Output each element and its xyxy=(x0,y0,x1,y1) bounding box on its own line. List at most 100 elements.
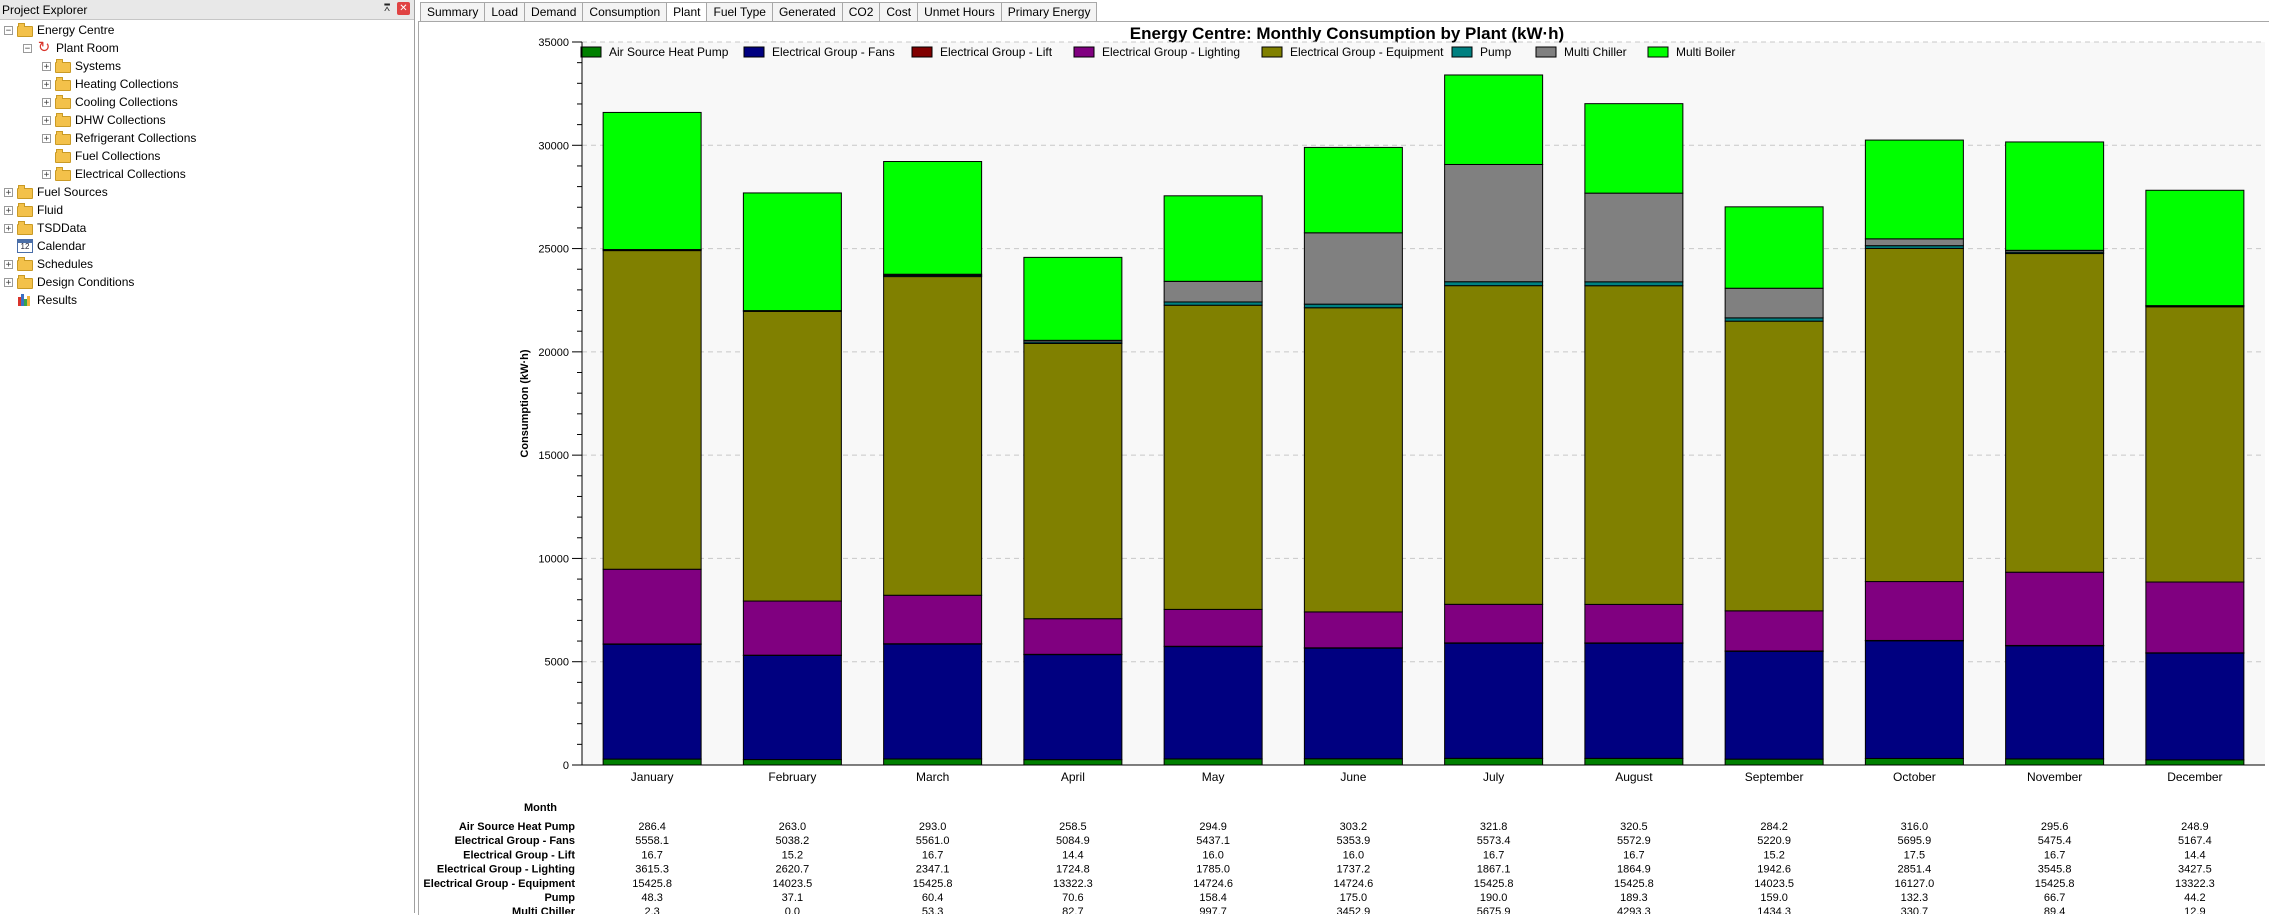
expand-icon[interactable]: + xyxy=(42,61,51,72)
tab-cost[interactable]: Cost xyxy=(879,2,919,21)
expand-icon[interactable]: + xyxy=(42,115,51,126)
table-cell: 37.1 xyxy=(782,892,803,904)
table-row-label-pump: Pump xyxy=(544,892,575,904)
table-row-label-electrical-group-lift: Electrical Group - Lift xyxy=(463,849,575,861)
tree-item-dhw-collections[interactable]: + DHW Collections xyxy=(42,111,166,129)
bar-pump-august xyxy=(1584,281,1684,287)
bar-electrical-group-fans-june xyxy=(1303,647,1403,760)
bar-multi-chiller-august xyxy=(1584,192,1684,283)
tab-co2[interactable]: CO2 xyxy=(841,2,881,21)
tree-item-cooling-collections[interactable]: + Cooling Collections xyxy=(42,93,178,111)
table-row-label-multi-chiller: Multi Chiller xyxy=(512,906,576,914)
table-cell: 15425.8 xyxy=(1474,878,1514,890)
tree-item-fuel-sources[interactable]: + Fuel Sources xyxy=(4,183,108,201)
expand-icon[interactable]: + xyxy=(4,205,13,216)
close-icon[interactable]: ✕ xyxy=(397,2,410,15)
tree-item-heating-collections[interactable]: + Heating Collections xyxy=(42,75,178,93)
folder-icon xyxy=(17,221,33,235)
bar-multi-boiler-august xyxy=(1584,103,1684,194)
table-cell: 295.6 xyxy=(2041,821,2069,833)
tab-load[interactable]: Load xyxy=(484,2,526,21)
tree-item-design-conditions[interactable]: + Design Conditions xyxy=(4,273,134,291)
chart: Energy Centre: Monthly Consumption by Pl… xyxy=(423,24,2265,914)
folder-icon xyxy=(55,59,71,73)
tab-summary[interactable]: Summary xyxy=(420,2,486,21)
tree-item-label: Cooling Collections xyxy=(75,95,178,109)
bar-air-source-heat-pump-september xyxy=(1724,758,1824,766)
legend-swatch-multi-boiler xyxy=(1647,46,1669,58)
tree-item-refrigerant-collections[interactable]: + Refrigerant Collections xyxy=(42,129,196,147)
bar-pump-june xyxy=(1303,303,1403,309)
table-cell: 158.4 xyxy=(1199,892,1227,904)
bar-air-source-heat-pump-june xyxy=(1303,758,1403,766)
tree-item-electrical-collections[interactable]: + Electrical Collections xyxy=(42,165,186,183)
expand-icon[interactable]: + xyxy=(4,277,13,288)
bar-multi-chiller-july xyxy=(1444,163,1544,283)
table-cell: 5038.2 xyxy=(776,835,810,847)
tree-item-label: Design Conditions xyxy=(37,275,135,289)
bar-electrical-group-fans-january xyxy=(602,643,702,760)
tree-item-systems[interactable]: + Systems xyxy=(42,57,121,75)
table-cell: 17.5 xyxy=(1904,849,1925,861)
expand-icon[interactable]: + xyxy=(42,169,51,180)
expand-icon[interactable]: + xyxy=(42,79,51,90)
bar-air-source-heat-pump-may xyxy=(1163,758,1263,766)
bar-air-source-heat-pump-february xyxy=(742,759,842,766)
expand-icon[interactable]: + xyxy=(42,97,51,108)
bar-electrical-group-equipment-december xyxy=(2145,306,2245,583)
folder-icon xyxy=(55,95,71,109)
tab-generated[interactable]: Generated xyxy=(771,2,843,21)
tab-consumption[interactable]: Consumption xyxy=(582,2,668,21)
tree-item-schedules[interactable]: + Schedules xyxy=(4,255,93,273)
expand-icon[interactable]: + xyxy=(4,223,13,234)
tree-item-fluid[interactable]: + Fluid xyxy=(4,201,63,219)
legend-label-air-source-heat-pump: Air Source Heat Pump xyxy=(609,45,729,59)
legend-label-electrical-group-fans: Electrical Group - Fans xyxy=(772,45,895,59)
pin-icon[interactable]: ⩞ xyxy=(383,3,391,14)
folder-icon xyxy=(17,185,33,199)
expand-icon[interactable]: + xyxy=(42,133,51,144)
table-cell: 294.9 xyxy=(1199,821,1227,833)
tab-plant[interactable]: Plant xyxy=(666,2,708,22)
tab-fuel-type[interactable]: Fuel Type xyxy=(706,2,773,21)
table-cell: 15425.8 xyxy=(2035,878,2075,890)
tab-unmet-hours[interactable]: Unmet Hours xyxy=(917,2,1002,21)
x-tick-label: June xyxy=(1340,770,1366,784)
bar-air-source-heat-pump-january xyxy=(602,758,702,766)
bar-electrical-group-lighting-august xyxy=(1584,603,1684,644)
table-cell: 14023.5 xyxy=(772,878,812,890)
table-cell: 159.0 xyxy=(1760,892,1788,904)
bar-air-source-heat-pump-march xyxy=(883,758,983,766)
bar-electrical-group-equipment-october xyxy=(1864,247,1964,583)
bar-electrical-group-lighting-february xyxy=(742,600,842,656)
bar-multi-boiler-january xyxy=(602,111,702,251)
bar-multi-boiler-july xyxy=(1444,74,1544,165)
tree-item-plant-room[interactable]: − ↻ Plant Room xyxy=(23,39,119,57)
folder-icon xyxy=(17,23,33,37)
bar-electrical-group-lighting-april xyxy=(1023,618,1123,655)
bar-electrical-group-lighting-october xyxy=(1864,581,1964,641)
bar-electrical-group-fans-november xyxy=(2005,645,2105,760)
tree-item-energy-centre[interactable]: − Energy Centre xyxy=(4,21,114,39)
tree-item-tsddata[interactable]: + TSDData xyxy=(4,219,86,237)
table-cell: 16.0 xyxy=(1343,849,1364,861)
table-cell: 15425.8 xyxy=(1614,878,1654,890)
tab-primary-energy[interactable]: Primary Energy xyxy=(1000,2,1098,21)
bar-multi-boiler-june xyxy=(1303,146,1403,234)
folder-icon xyxy=(55,113,71,127)
tree-item-results[interactable]: Results xyxy=(4,291,77,309)
legend-swatch-multi-chiller xyxy=(1535,46,1557,58)
tree-item-fuel-collections[interactable]: Fuel Collections xyxy=(42,147,160,165)
bar-multi-boiler-december xyxy=(2145,189,2245,307)
tree-item-label: Systems xyxy=(75,59,122,73)
bar-electrical-group-equipment-november xyxy=(2005,253,2105,573)
table-cell: 1785.0 xyxy=(1196,864,1230,876)
tab-demand[interactable]: Demand xyxy=(524,2,584,21)
tree-item-calendar[interactable]: 12 Calendar xyxy=(4,237,86,255)
table-cell: 2347.1 xyxy=(916,864,950,876)
expand-icon[interactable]: + xyxy=(4,187,13,198)
collapse-icon[interactable]: − xyxy=(23,43,32,54)
chart-title: Energy Centre: Monthly Consumption by Pl… xyxy=(1130,24,1564,43)
expand-icon[interactable]: + xyxy=(4,259,13,270)
collapse-icon[interactable]: − xyxy=(4,25,13,36)
